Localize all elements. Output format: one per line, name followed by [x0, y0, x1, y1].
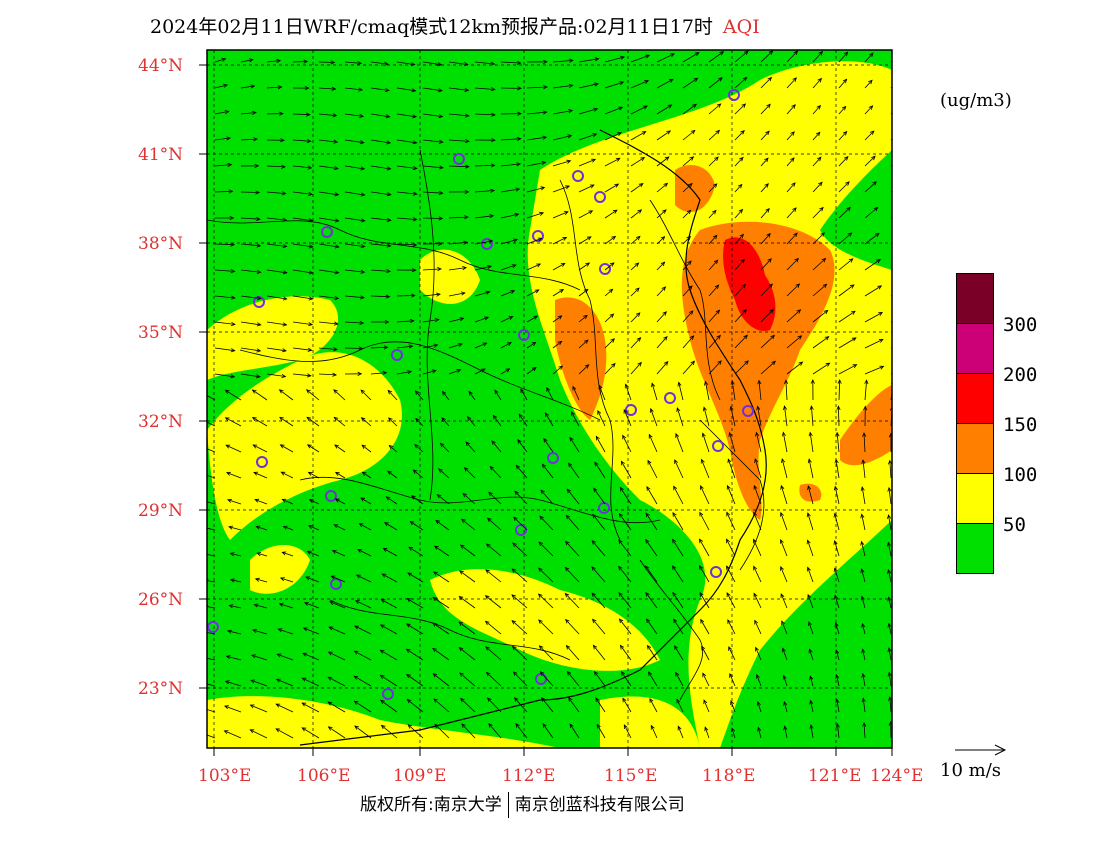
wind-reference-label: 10 m/s — [940, 760, 1001, 781]
aqi-colorbar — [956, 273, 996, 575]
colorbar-label: 50 — [1003, 514, 1026, 536]
map-title: 2024年02月11日WRF/cmaq模式12km预报产品:02月11日17时 A… — [150, 12, 760, 39]
lat-label: 26°N — [138, 590, 184, 610]
province-borders — [207, 149, 765, 701]
copyright: 版权所有:南京大学 南京创蓝科技有限公司 — [360, 790, 685, 818]
lon-label: 109°E — [393, 766, 447, 786]
lat-label: 32°N — [138, 412, 184, 432]
map-frame — [206, 49, 893, 749]
lon-label: 103°E — [198, 766, 252, 786]
lon-label: 118°E — [702, 766, 756, 786]
lon-label: 121°E — [808, 766, 862, 786]
lat-label: 38°N — [138, 234, 184, 254]
aqi-sensitive-region — [555, 165, 892, 520]
colorbar-label: 200 — [1003, 364, 1038, 386]
aqi-unhealthy-region — [723, 237, 776, 331]
lon-label: 115°E — [604, 766, 658, 786]
lat-label: 35°N — [138, 323, 184, 343]
lat-label: 29°N — [138, 501, 184, 521]
axis-ticks — [199, 64, 893, 756]
colorbar-segment — [956, 473, 994, 524]
colorbar-label: 150 — [1003, 414, 1038, 436]
lon-label: 124°E — [870, 766, 924, 786]
lon-label: 106°E — [297, 766, 351, 786]
colorbar-segment — [956, 373, 994, 424]
wind-vector-field — [207, 50, 892, 739]
colorbar-segment — [956, 523, 994, 574]
graticule — [207, 50, 892, 748]
lat-label: 44°N — [138, 56, 184, 76]
title-main: 2024年02月11日WRF/cmaq模式12km预报产品:02月11日17时 — [150, 16, 713, 38]
colorbar-segment — [956, 273, 994, 324]
copyright-separator — [507, 792, 509, 818]
colorbar-label: 100 — [1003, 464, 1038, 486]
lon-label: 112°E — [502, 766, 556, 786]
colorbar-label: 300 — [1003, 314, 1038, 336]
copyright-right: 南京创蓝科技有限公司 — [514, 795, 685, 815]
lat-label: 23°N — [138, 679, 184, 699]
colorbar-segment — [956, 323, 994, 374]
reference-wind-arrow-icon — [955, 744, 1007, 756]
ocean-good-region — [720, 520, 892, 748]
lat-label: 41°N — [138, 145, 184, 165]
title-variable: AQI — [722, 16, 760, 38]
copyright-left: 版权所有:南京大学 — [360, 795, 502, 815]
units-label: (ug/m3) — [940, 90, 1012, 111]
colorbar-segment — [956, 423, 994, 474]
city-markers — [207, 89, 754, 700]
coastline — [299, 129, 767, 746]
